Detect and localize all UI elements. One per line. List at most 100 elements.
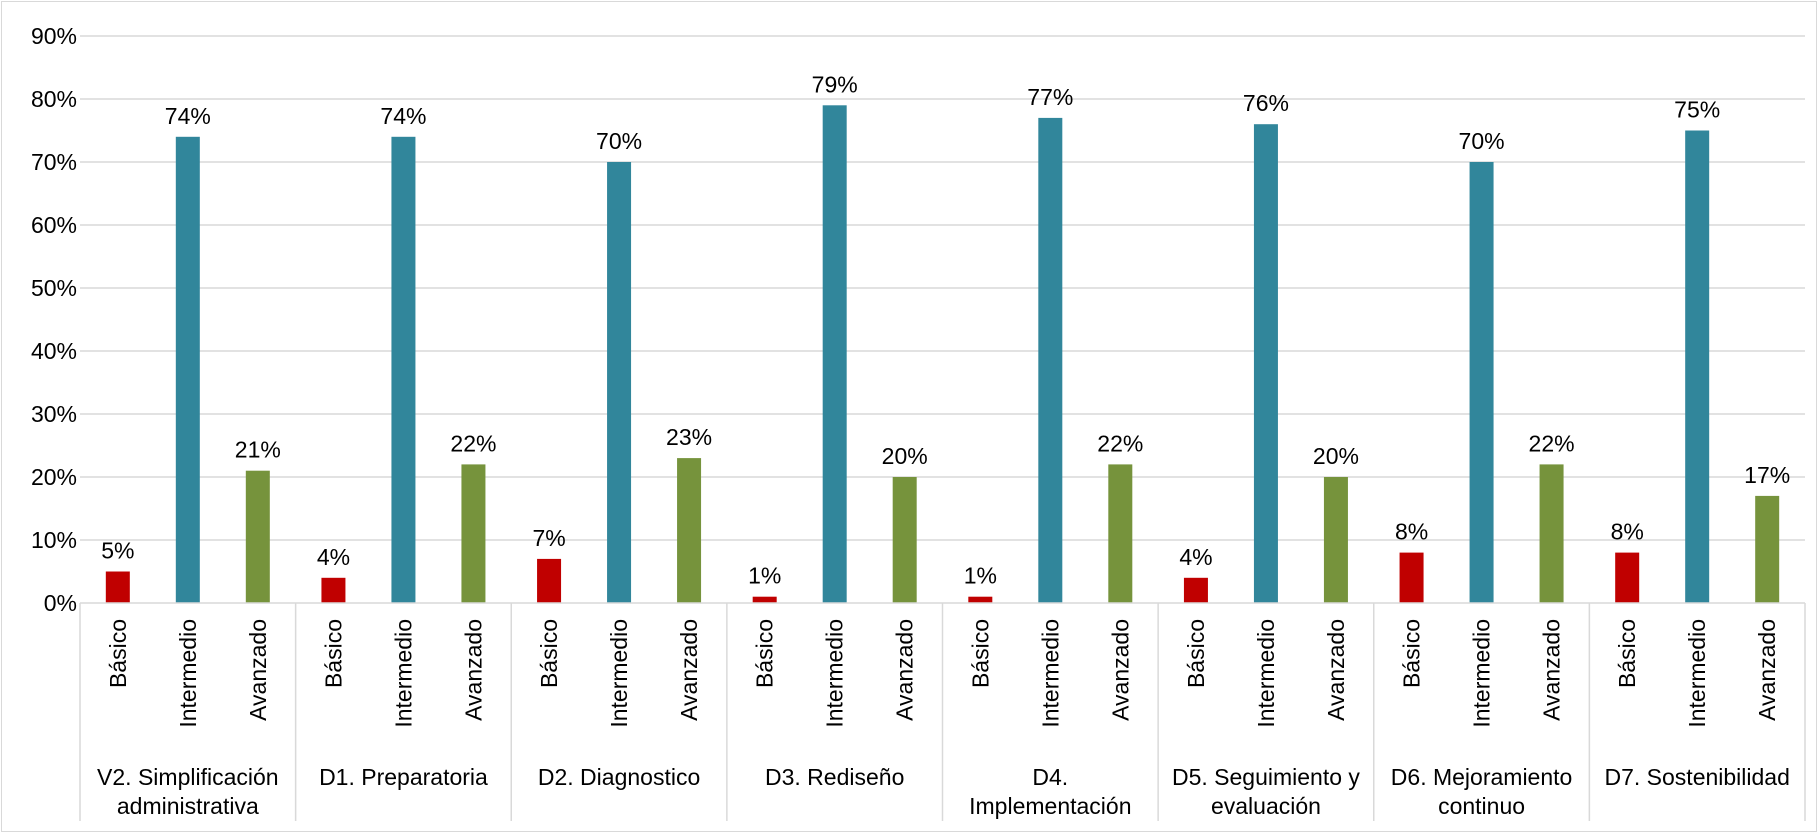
bar-intermedio <box>607 162 632 603</box>
data-label: 23% <box>666 424 712 450</box>
x-tick-label: Avanzado <box>892 619 918 721</box>
bar-basico <box>321 577 346 603</box>
group-label: D5. Seguimiento y <box>1172 764 1360 790</box>
group-label: D2. Diagnostico <box>538 764 700 790</box>
bar-avanzado <box>461 464 486 603</box>
x-tick-label: Avanzado <box>1539 619 1565 721</box>
data-label: 5% <box>101 538 134 564</box>
bar-avanzado <box>1539 464 1564 603</box>
bar-intermedio <box>1469 162 1494 603</box>
y-tick-label: 20% <box>31 464 77 490</box>
group-label: continuo <box>1438 793 1525 819</box>
data-label: 75% <box>1674 97 1720 123</box>
group-label: D3. Rediseño <box>765 764 904 790</box>
x-tick-label: Intermedio <box>1253 619 1279 728</box>
group-label: D1. Preparatoria <box>319 764 488 790</box>
x-tick-label: Básico <box>320 619 346 688</box>
y-tick-label: 50% <box>31 275 77 301</box>
bar-basico <box>968 596 993 603</box>
x-tick-label: Básico <box>752 619 778 688</box>
group-label: Implementación <box>969 793 1131 819</box>
data-label: 21% <box>235 437 281 463</box>
data-label: 4% <box>317 544 350 570</box>
data-label: 74% <box>380 103 426 129</box>
data-label: 8% <box>1395 519 1428 545</box>
x-tick-label: Intermedio <box>175 619 201 728</box>
x-tick-label: Básico <box>1183 619 1209 688</box>
bar-basico <box>752 596 777 603</box>
bar-avanzado <box>892 477 917 603</box>
data-label: 1% <box>748 563 781 589</box>
bar-basico <box>1399 552 1424 603</box>
data-label: 17% <box>1744 462 1790 488</box>
data-label: 70% <box>596 128 642 154</box>
x-tick-label: Avanzado <box>245 619 271 721</box>
x-tick-label: Avanzado <box>1107 619 1133 721</box>
bar-intermedio <box>175 136 200 604</box>
bar-intermedio <box>822 105 847 604</box>
bar-basico <box>537 558 562 603</box>
y-tick-label: 60% <box>31 212 77 238</box>
bar-intermedio <box>1253 124 1278 603</box>
group-label: V2. Simplificación <box>97 764 279 790</box>
data-label: 70% <box>1459 128 1505 154</box>
data-label: 74% <box>165 103 211 129</box>
bar-basico <box>1183 577 1208 603</box>
x-tick-label: Intermedio <box>1684 619 1710 728</box>
bar-avanzado <box>1755 495 1780 603</box>
bar-intermedio <box>1038 117 1063 604</box>
x-tick-label: Intermedio <box>822 619 848 728</box>
x-tick-label: Básico <box>1614 619 1640 688</box>
data-labels: 5% 74% 21% 4% 74% 22% 7% 70% 23% 1% 79% 20% 1% 77% 22%… <box>101 71 1790 588</box>
bar-avanzado <box>245 470 270 603</box>
bar-intermedio <box>391 136 416 604</box>
x-tick-label: Intermedio <box>390 619 416 728</box>
y-tick-label: 90% <box>31 23 77 49</box>
data-label: 79% <box>812 71 858 97</box>
data-label: 4% <box>1179 544 1212 570</box>
x-tick-label: Básico <box>105 619 131 688</box>
x-tick-label: Avanzado <box>460 619 486 721</box>
x-tick-label: Intermedio <box>606 619 632 728</box>
y-tick-label: 80% <box>31 86 77 112</box>
bar-avanzado <box>1108 464 1133 603</box>
bar-avanzado <box>677 458 702 603</box>
y-tick-label: 0% <box>44 590 77 616</box>
group-label: D6. Mejoramiento <box>1391 764 1573 790</box>
gridlines <box>80 35 1805 541</box>
x-tick-label: Básico <box>536 619 562 688</box>
group-label: D7. Sostenibilidad <box>1604 764 1789 790</box>
x-tick-label: Avanzado <box>676 619 702 721</box>
group-label: D4. <box>1032 764 1068 790</box>
data-label: 8% <box>1611 519 1644 545</box>
x-tick-label: Intermedio <box>1037 619 1063 728</box>
x-axis: Básico Intermedio Avanzado V2. Simplificaci… <box>79 602 1806 821</box>
x-tick-label: Básico <box>1399 619 1425 688</box>
group-label: administrativa <box>117 793 259 819</box>
bars <box>105 105 1780 604</box>
data-label: 22% <box>1097 430 1143 456</box>
data-label: 22% <box>1529 430 1575 456</box>
bar-basico <box>105 571 130 603</box>
y-axis-ticks: 0% 10% 20% 30% 40% 50% 60% 70% 80% 90% <box>31 23 77 616</box>
bar-basico <box>1615 552 1640 603</box>
data-label: 76% <box>1243 90 1289 116</box>
data-label: 77% <box>1027 84 1073 110</box>
x-tick-label: Intermedio <box>1469 619 1495 728</box>
x-tick-label: Básico <box>967 619 993 688</box>
group-label: evaluación <box>1211 793 1321 819</box>
data-label: 1% <box>964 563 997 589</box>
x-tick-label: Avanzado <box>1754 619 1780 721</box>
bar-avanzado <box>1323 477 1348 603</box>
data-label: 20% <box>882 443 928 469</box>
y-tick-label: 10% <box>31 527 77 553</box>
y-tick-label: 30% <box>31 401 77 427</box>
data-label: 22% <box>450 430 496 456</box>
y-tick-label: 40% <box>31 338 77 364</box>
x-tick-label: Avanzado <box>1323 619 1349 721</box>
data-label: 20% <box>1313 443 1359 469</box>
y-tick-label: 70% <box>31 149 77 175</box>
